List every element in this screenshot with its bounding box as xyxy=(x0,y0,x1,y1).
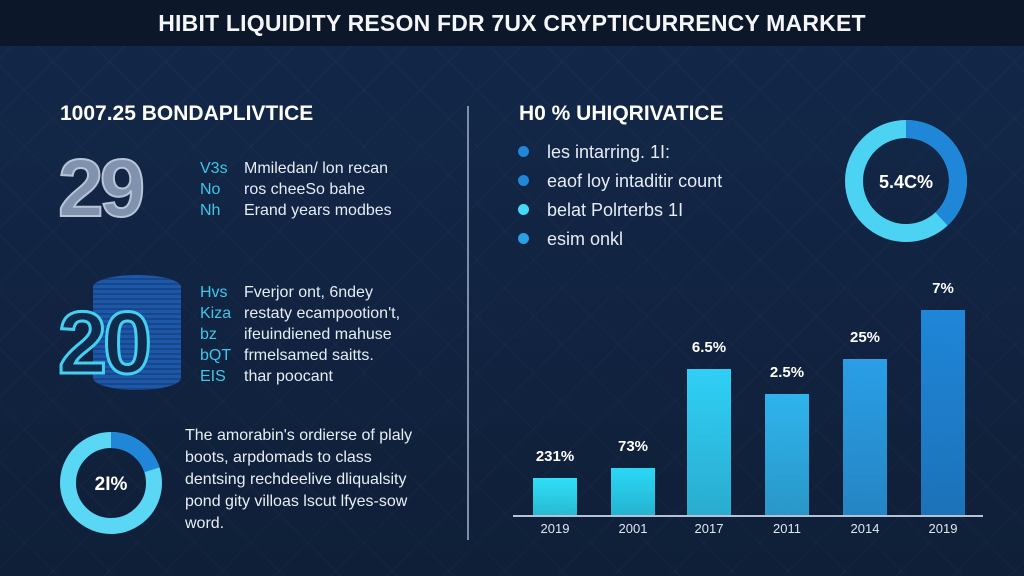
legend-item: esim onkl xyxy=(518,224,722,253)
row: Nh Erand years modbes xyxy=(200,202,392,219)
row: Hvs Fverjor ont, 6ndey xyxy=(200,284,373,301)
left-heading: 1007.25 BONDAPLIVTICE xyxy=(60,102,314,125)
bar-data-label: 25% xyxy=(849,329,881,347)
page-title: HIBIT LIQUIDITY RESON FDR 7UX CRYPTICURR… xyxy=(158,9,866,36)
row: bQT frmelsamed saitts. xyxy=(200,347,374,364)
donut-segment xyxy=(60,432,162,534)
x-tick-label: 2019 xyxy=(928,521,958,536)
bar xyxy=(611,467,655,515)
right-donut: 5.4C% xyxy=(845,120,967,242)
donut-label: 5.4C% xyxy=(879,172,933,192)
block2-rows: Hvs Fverjor ont, 6ndey Kiza restaty ecampo… xyxy=(200,282,400,387)
bar xyxy=(765,394,809,515)
left-donut: 2I% xyxy=(60,432,162,534)
row: Kiza restaty ecampootion't, xyxy=(200,305,401,322)
legend: les intarring. 1I: eaof loy intaditir co… xyxy=(518,137,722,253)
bullet-icon xyxy=(518,146,529,157)
bar-data-label: 2.5% xyxy=(769,364,805,382)
x-tick-label: 2011 xyxy=(773,521,801,536)
left-paragraph: The amorabin's ordierse of plaly boots, … xyxy=(185,427,413,532)
row: bz ifeuindiened mahuse xyxy=(200,326,392,343)
donut-label: 2I% xyxy=(95,474,128,495)
bar xyxy=(533,478,577,515)
row: EIS thar poocant xyxy=(200,368,333,385)
x-tick-label: 2014 xyxy=(850,521,880,536)
bar-data-label: 231% xyxy=(535,448,575,466)
bullet-icon xyxy=(518,175,529,186)
x-tick-label: 2017 xyxy=(694,521,724,536)
big-number-20: 20 xyxy=(57,292,154,394)
block1-rows: V3s Mmiledan/ lon recan No ros cheeSo bahe… xyxy=(200,158,392,221)
bar xyxy=(687,369,731,515)
bullet-icon xyxy=(518,233,529,244)
legend-item: eaof loy intaditir count xyxy=(518,166,722,195)
legend-item: belat Polrterbs 1I xyxy=(518,195,722,224)
x-axis xyxy=(513,515,983,517)
x-tick-label: 2001 xyxy=(618,521,648,536)
title-bar: HIBIT LIQUIDITY RESON FDR 7UX CRYPTICURR… xyxy=(0,0,1024,46)
bar xyxy=(921,310,965,515)
bar-data-label: 73% xyxy=(617,437,649,455)
row: V3s Mmiledan/ lon recan xyxy=(200,160,389,177)
coin-stack-icon xyxy=(93,275,181,390)
x-tick-label: 2019 xyxy=(540,521,570,536)
big-number-29: 29 xyxy=(57,142,146,235)
right-heading: H0 % UHIQRIVATICE xyxy=(519,102,724,125)
bar xyxy=(843,359,887,515)
bar-data-label: 6.5% xyxy=(691,339,727,357)
bar-data-label: 7% xyxy=(932,280,954,297)
divider xyxy=(467,106,469,540)
row: No ros cheeSo bahe xyxy=(200,181,365,198)
legend-item: les intarring. 1I: xyxy=(518,137,722,166)
bullet-icon xyxy=(518,204,529,215)
donut-segment xyxy=(845,120,967,242)
